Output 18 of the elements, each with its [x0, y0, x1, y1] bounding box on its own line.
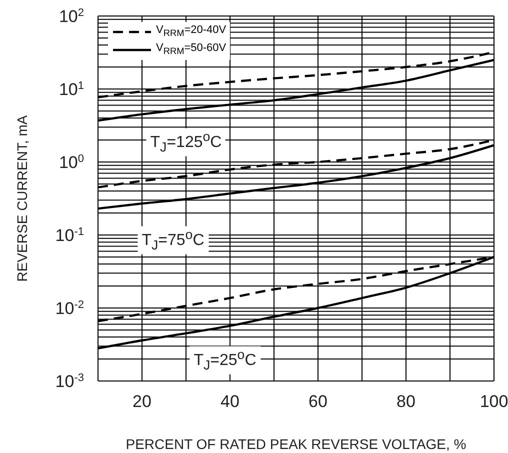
x-tick-label: 80: [396, 392, 416, 411]
x-tick-label: 60: [308, 392, 328, 411]
y-axis-title: REVERSE CURRENT, mA: [14, 114, 30, 282]
annotation: T$_{J}$=75$^{o}$C: [142, 227, 204, 253]
y-tick-label: 10$^{-3}$: [55, 372, 84, 391]
y-tick-label: 10$^{2}$: [58, 7, 84, 26]
x-tick-label: 20: [132, 392, 152, 411]
y-tick-label: 10$^{1}$: [58, 80, 84, 99]
y-tick-label: 10$^{-1}$: [55, 226, 84, 245]
x-tick-label: 40: [220, 392, 240, 411]
y-tick-label: 10$^{-2}$: [55, 299, 84, 318]
legend-label: V$_{RRM}$=50-60V: [156, 41, 226, 58]
x-axis-title: PERCENT OF RATED PEAK REVERSE VOLTAGE, %: [126, 436, 466, 452]
legend-label: V$_{RRM}$=20-40V: [156, 23, 226, 40]
x-tick-label: 100: [480, 392, 508, 411]
y-tick-label: 10$^{0}$: [58, 153, 84, 172]
annotation: T$_{J}$=25$^{o}$C: [194, 347, 256, 373]
annotation: T$_{J}$=125$^{o}$C: [150, 129, 222, 155]
